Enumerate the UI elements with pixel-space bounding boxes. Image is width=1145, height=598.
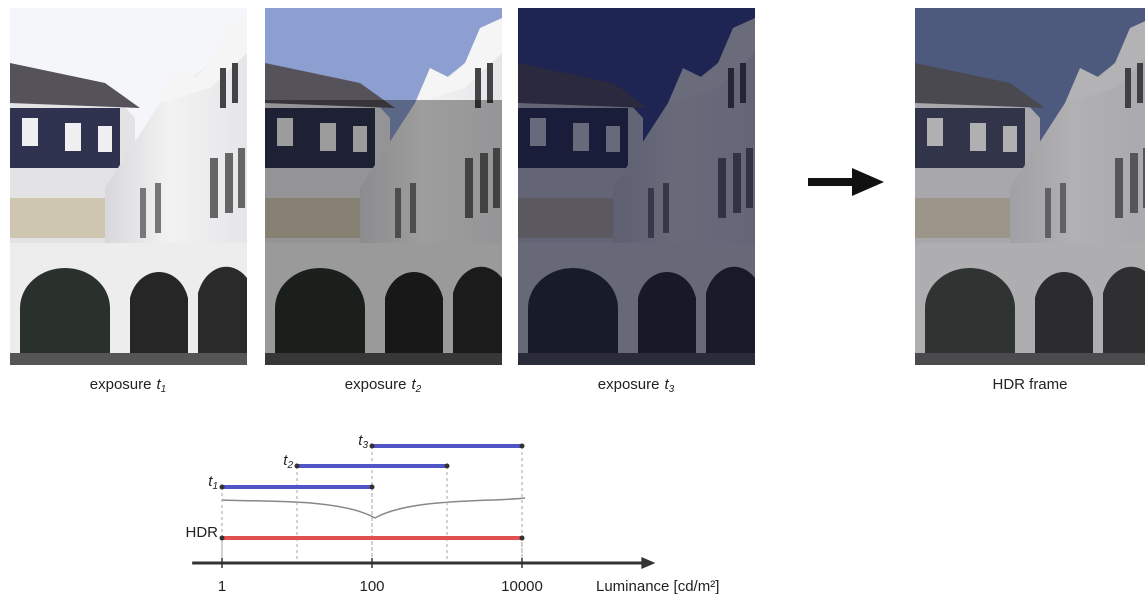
photo-exposure-3 — [518, 8, 755, 365]
x-tick-label: 100 — [359, 578, 384, 595]
subscript: 2 — [415, 384, 422, 395]
axis-arrow — [641, 557, 655, 569]
subscript: 3 — [669, 384, 675, 395]
range-end — [445, 464, 450, 469]
photo-hdr — [915, 8, 1145, 365]
photos — [10, 8, 1145, 365]
x-tick-label: 10000 — [501, 578, 543, 595]
subscript: 3 — [362, 440, 368, 451]
range-end — [520, 444, 525, 449]
caption-text: exposure — [598, 376, 660, 393]
caption-text: exposure — [345, 376, 407, 393]
photo-exposure-1 — [10, 8, 247, 365]
range-label: HDR — [186, 524, 219, 541]
range-end — [295, 464, 300, 469]
photo-exposure-2 — [265, 8, 502, 365]
subscript: 2 — [286, 460, 293, 471]
label: HDR frame — [992, 376, 1067, 393]
caption-text: exposure — [90, 376, 152, 393]
figure: exposuret1exposuret2exposuret3HDR frame … — [0, 0, 1145, 598]
caption-text: HDR frame — [992, 376, 1067, 393]
weight-curve — [222, 498, 525, 518]
label: t3 — [358, 432, 368, 451]
range-end — [520, 536, 525, 541]
subscript: 1 — [161, 384, 167, 395]
x-axis-label: Luminance [cd/m²] — [596, 578, 719, 595]
range-end — [370, 485, 375, 490]
label: t2 — [283, 452, 293, 471]
range-end — [370, 444, 375, 449]
page: {"figure": {"images": [ {"caption": "exp… — [0, 0, 1145, 598]
range-end — [220, 485, 225, 490]
range-end — [220, 536, 225, 541]
label: t1 — [208, 473, 218, 492]
x-tick-label: 1 — [218, 578, 226, 595]
arrow — [808, 168, 884, 196]
label: HDR — [186, 524, 219, 541]
subscript: 1 — [212, 481, 218, 492]
